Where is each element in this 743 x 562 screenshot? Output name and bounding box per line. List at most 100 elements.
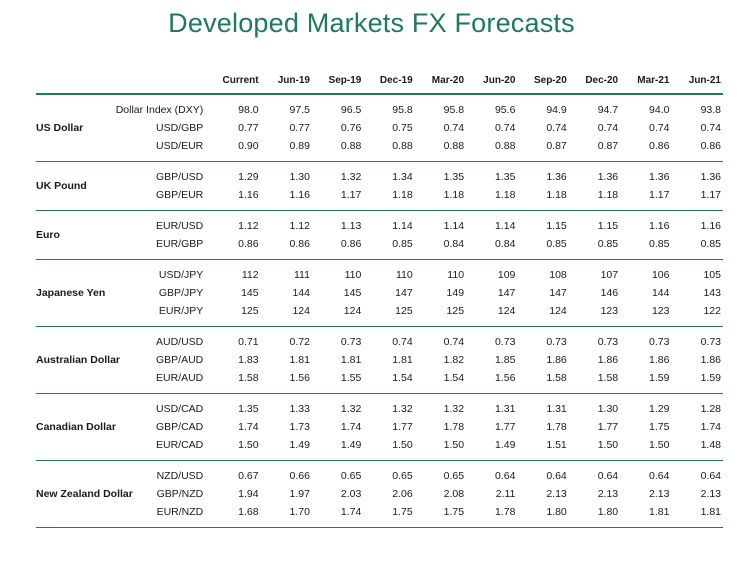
currency-pair-label: EUR/GBP <box>155 238 204 250</box>
forecast-value: 106 <box>651 269 670 281</box>
forecast-value: 0.87 <box>597 140 619 152</box>
table-row: EUR/CAD 1.50 1.49 1.49 1.50 1.50 1.49 1.51 1.50 1… <box>36 436 723 454</box>
forecast-value: 1.31 <box>494 403 516 415</box>
forecast-value: 0.88 <box>494 140 516 152</box>
forecast-value: 112 <box>241 269 259 281</box>
forecast-value: 94.0 <box>649 104 670 116</box>
column-header: Sep-19 <box>311 67 364 95</box>
forecast-value: 1.12 <box>238 220 259 232</box>
forecast-value: 1.51 <box>546 439 567 451</box>
forecast-value: 1.94 <box>238 488 259 500</box>
forecast-value: 0.88 <box>443 140 465 152</box>
forecast-value: 1.77 <box>494 421 516 433</box>
currency-pair-label: GBP/AUD <box>155 354 204 366</box>
forecast-value: 0.64 <box>649 470 670 482</box>
forecast-value: 1.68 <box>238 506 259 518</box>
forecast-value: 124 <box>549 305 567 317</box>
forecast-value: 1.78 <box>546 421 567 433</box>
forecast-value: 1.29 <box>649 403 670 415</box>
forecast-value: 1.35 <box>443 171 465 183</box>
forecast-value: 107 <box>600 269 619 281</box>
row-spacer <box>36 94 723 101</box>
forecast-value: 1.29 <box>238 171 259 183</box>
forecast-value: 1.74 <box>340 506 362 518</box>
forecast-value: 1.50 <box>597 439 619 451</box>
forecast-value: 1.86 <box>546 354 567 366</box>
table-row: USD/EUR 0.90 0.89 0.88 0.88 0.88 0.88 0.87 0.87 0… <box>36 137 723 155</box>
currency-group-label: Australian Dollar <box>36 353 121 366</box>
table-row: New Zealand Dollar NZD/USD 0.67 0.66 0.65 0.6… <box>36 467 723 500</box>
forecast-value: 1.49 <box>289 439 310 451</box>
forecast-value: 123 <box>651 305 670 317</box>
forecast-value: 146 <box>600 287 619 299</box>
group-divider <box>36 161 723 162</box>
forecast-value: 1.58 <box>238 372 259 384</box>
forecast-value: 1.48 <box>700 439 721 451</box>
forecast-value: 1.32 <box>340 403 362 415</box>
currency-group-label: New Zealand Dollar <box>36 487 133 500</box>
forecast-value: 0.65 <box>392 470 413 482</box>
forecast-value: 1.14 <box>494 220 516 232</box>
forecast-value: 94.9 <box>546 104 567 116</box>
forecast-value: 0.65 <box>340 470 362 482</box>
forecast-value: 1.81 <box>700 506 721 518</box>
column-header: Mar-21 <box>620 67 672 95</box>
forecast-value: 143 <box>703 287 721 299</box>
group-divider <box>36 460 723 461</box>
table-body: US Dollar Dollar Index (DXY) 98.0 97.5 96.5 9… <box>36 94 723 528</box>
table-row: GBP/JPY 145 144 145 147 149 147 147 146 144 143 <box>36 284 723 302</box>
forecast-value: 2.03 <box>340 488 362 500</box>
table-row: GBP/AUD 1.83 1.81 1.81 1.81 1.82 1.85 1.86 1.86 1… <box>36 351 723 369</box>
forecast-value: 94.7 <box>597 104 619 116</box>
forecast-value: 1.81 <box>392 354 413 366</box>
forecast-value: 0.90 <box>238 140 259 152</box>
forecast-value: 0.73 <box>700 336 721 348</box>
forecast-value: 1.31 <box>546 403 567 415</box>
forecast-value: 1.17 <box>340 189 362 201</box>
forecast-value: 124 <box>343 305 362 317</box>
header-row: Current Jun-19 Sep-19 Dec-19 Mar-20 Jun-… <box>36 67 723 95</box>
forecast-value: 1.50 <box>238 439 259 451</box>
forecast-value: 1.86 <box>649 354 670 366</box>
forecast-value: 1.58 <box>597 372 619 384</box>
currency-group-label: Canadian Dollar <box>36 420 116 433</box>
forecast-value: 147 <box>395 287 413 299</box>
table-row: Australian Dollar AUD/USD 0.71 0.72 0.73 0.74… <box>36 333 723 366</box>
forecast-value: 1.97 <box>289 488 310 500</box>
currency-pair-label: GBP/NZD <box>156 488 204 500</box>
currency-group-label: UK Pound <box>36 179 87 192</box>
forecast-value: 144 <box>292 287 310 299</box>
forecast-value: 0.66 <box>289 470 310 482</box>
forecast-value: 0.64 <box>546 470 567 482</box>
currency-pair-label: USD/CAD <box>155 403 204 415</box>
forecast-value: 0.74 <box>443 122 465 134</box>
table-row: UK Pound GBP/USD 1.29 1.30 1.32 1.34 1.35 1.35 1… <box>36 168 723 192</box>
forecast-value: 0.85 <box>597 238 619 250</box>
forecast-value: 147 <box>497 287 516 299</box>
currency-pair-label: EUR/JPY <box>158 305 204 317</box>
forecast-value: 1.49 <box>340 439 362 451</box>
forecast-value: 2.08 <box>443 488 465 500</box>
forecast-value: 95.8 <box>392 104 413 116</box>
forecast-value: 1.17 <box>649 189 670 201</box>
currency-group-label: US Dollar <box>36 121 84 134</box>
forecast-value: 124 <box>292 305 310 317</box>
forecast-value: 0.84 <box>443 238 465 250</box>
forecast-value: 0.76 <box>340 122 362 134</box>
forecast-value: 1.17 <box>700 189 721 201</box>
currency-pair-label: GBP/EUR <box>155 189 204 201</box>
currency-pair-label: AUD/USD <box>155 336 204 348</box>
group-divider <box>36 527 723 528</box>
page-title: Developed Markets FX Forecasts <box>168 8 575 38</box>
column-header: Dec-19 <box>363 67 415 95</box>
forecast-value: 122 <box>703 305 721 317</box>
forecast-value: 1.18 <box>494 189 516 201</box>
forecast-value: 2.11 <box>495 488 516 500</box>
forecast-value: 1.81 <box>649 506 670 518</box>
currency-pair-label: USD/GBP <box>155 122 204 134</box>
forecast-value: 1.50 <box>649 439 670 451</box>
forecast-value: 1.18 <box>546 189 567 201</box>
forecast-value: 1.15 <box>597 220 619 232</box>
table-row: GBP/EUR 1.16 1.16 1.17 1.18 1.18 1.18 1.18 1.18 1… <box>36 186 723 204</box>
forecast-value: 2.13 <box>597 488 619 500</box>
